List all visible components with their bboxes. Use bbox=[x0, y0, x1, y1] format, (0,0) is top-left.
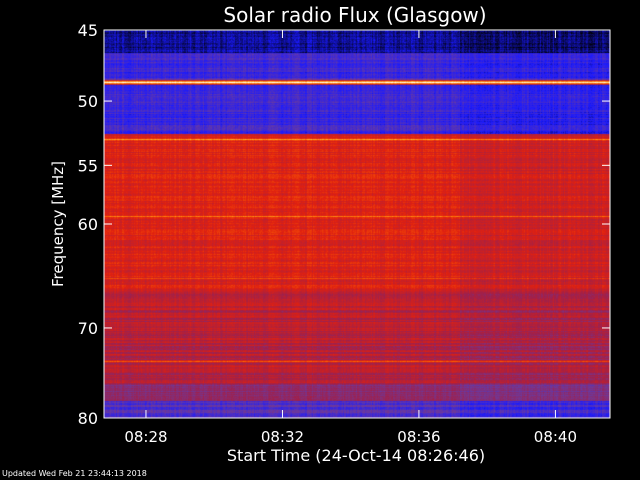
y-tick-label: 80 bbox=[78, 409, 98, 428]
y-tick-label: 45 bbox=[78, 21, 98, 40]
x-tick-label: 08:32 bbox=[261, 428, 304, 446]
x-tick-label: 08:36 bbox=[397, 428, 440, 446]
y-tick-label: 60 bbox=[78, 215, 98, 234]
y-tick-label: 70 bbox=[78, 319, 98, 338]
x-tick-label: 08:28 bbox=[124, 428, 167, 446]
x-tick-label: 08:40 bbox=[534, 428, 577, 446]
y-tick-label: 55 bbox=[78, 156, 98, 175]
heatmap-area bbox=[104, 30, 610, 418]
chart-title: Solar radio Flux (Glasgow) bbox=[223, 3, 486, 27]
y-axis-label: Frequency [MHz] bbox=[49, 161, 67, 287]
y-tick-label: 50 bbox=[78, 92, 98, 111]
update-timestamp: Updated Wed Feb 21 23:44:13 2018 bbox=[2, 469, 147, 478]
heatmap-image bbox=[104, 30, 610, 418]
x-axis-label: Start Time (24-Oct-14 08:26:46) bbox=[227, 446, 485, 465]
